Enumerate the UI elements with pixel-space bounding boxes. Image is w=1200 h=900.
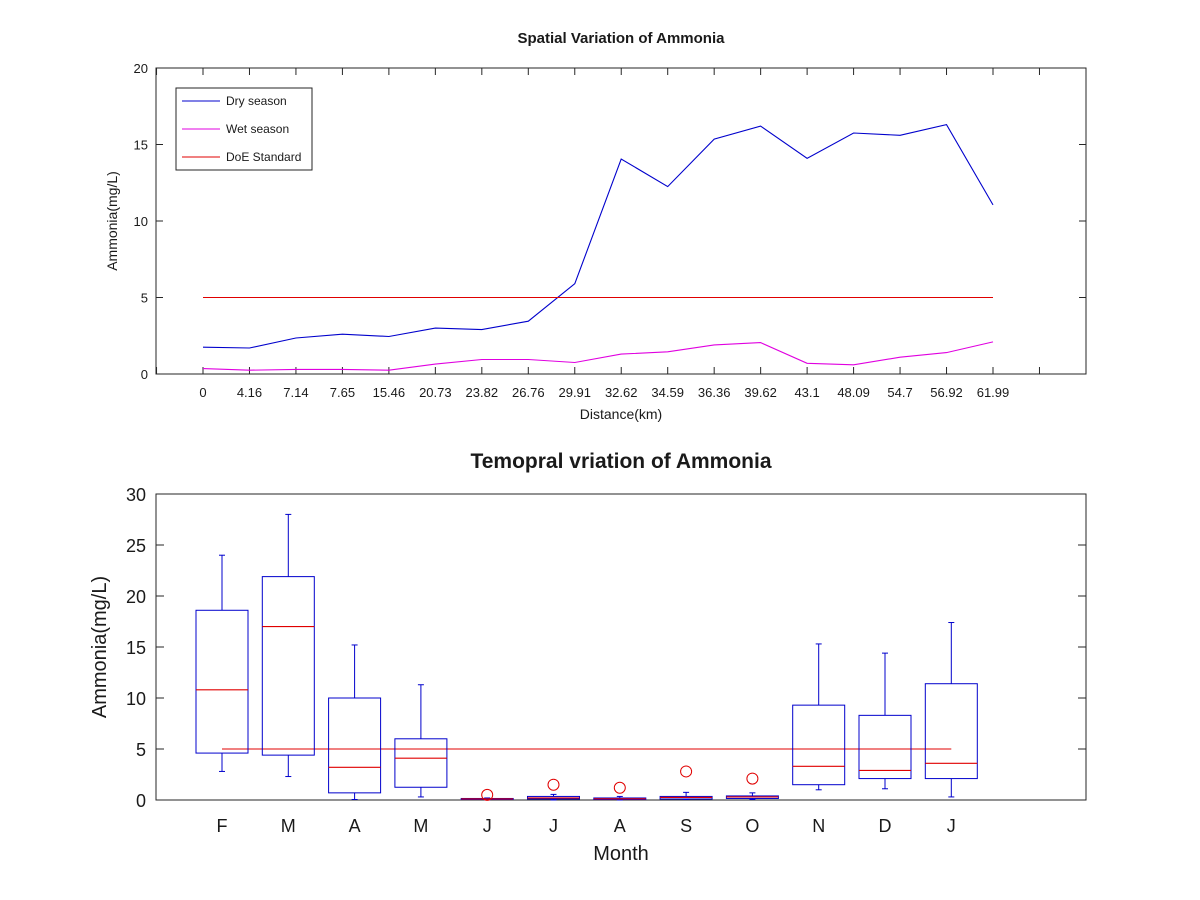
chart2-x-label: Month: [593, 843, 649, 865]
chart1-y-tick-label: 10: [134, 214, 148, 229]
chart2-x-tick-label: S: [680, 816, 692, 836]
chart1-x-tick-label: 39.62: [744, 385, 777, 400]
chart1-x-tick-label: 61.99: [977, 385, 1010, 400]
chart2-box: [261, 576, 315, 756]
chart1-x-axis: 0 4.16 7.14 7.65 15.46 20.73 23.82 26.76 29.91 32…: [156, 68, 1040, 400]
chart1-legend-label: DoE Standard: [226, 150, 301, 164]
chart2-x-tick-label: D: [879, 816, 892, 836]
chart1-x-tick-label: 4.16: [237, 385, 262, 400]
chart1-x-tick-label: 7.14: [283, 385, 308, 400]
chart2-boxes: [195, 513, 978, 801]
chart1-series-line: [202, 341, 994, 371]
chart1-y-label: Ammonia(mg/L): [104, 171, 120, 271]
chart2-y-tick-label: 15: [126, 638, 146, 658]
chart2-y-tick-label: 30: [126, 485, 146, 505]
chart2-box-group: [659, 765, 713, 800]
chart1-x-tick-label: 32.62: [605, 385, 638, 400]
chart2-outlier: [481, 788, 494, 801]
chart2-box: [195, 609, 249, 754]
chart1-x-tick-label: 29.91: [558, 385, 591, 400]
chart1-x-tick-label: 54.7: [887, 385, 912, 400]
chart1-x-tick-label: 15.46: [373, 385, 406, 400]
chart2-box-group: [792, 643, 846, 791]
chart2-x-tick-label: A: [614, 816, 626, 836]
chart2-box-group: [527, 778, 580, 801]
chart2-y-label: Ammonia(mg/L): [89, 576, 111, 718]
chart2-box-group: [261, 513, 315, 778]
spatial-line-chart: Spatial Variation of Ammonia 0 5 10 15 20 0 4…: [104, 30, 1087, 422]
chart2-box: [858, 714, 912, 780]
chart2-box-group: [394, 684, 448, 798]
chart2-y-tick-label: 5: [136, 740, 146, 760]
chart1-legend-label: Dry season: [226, 94, 287, 108]
chart2-box-group: [328, 644, 382, 800]
chart1-x-tick-label: 43.1: [794, 385, 819, 400]
chart2-x-tick-label: M: [281, 816, 296, 836]
chart1-y-tick-label: 0: [141, 367, 148, 382]
chart2-y-tick-label: 20: [126, 587, 146, 607]
chart1-x-tick-label: 20.73: [419, 385, 452, 400]
chart2-box-group: [195, 554, 249, 772]
chart2-x-tick-label: J: [483, 816, 492, 836]
chart1-x-tick-label: 36.36: [698, 385, 731, 400]
chart1-x-label: Distance(km): [580, 406, 662, 422]
temporal-box-chart: Temopral vriation of Ammonia 0 5 10 15 20 25 3…: [89, 450, 1087, 865]
chart2-y-axis: 0 5 10 15 20 25 30: [126, 485, 1086, 811]
chart2-y-tick-label: 25: [126, 536, 146, 556]
chart1-title: Spatial Variation of Ammonia: [518, 30, 726, 47]
chart2-outlier: [746, 772, 759, 785]
chart1-x-tick-label: 48.09: [837, 385, 870, 400]
chart2-box-group: [858, 652, 912, 790]
chart2-box-group: [593, 781, 647, 801]
chart2-outlier: [680, 765, 693, 778]
chart1-legend-label: Wet season: [226, 122, 289, 136]
chart1-x-tick-label: 7.65: [330, 385, 355, 400]
chart2-x-tick-label: J: [947, 816, 956, 836]
chart2-x-tick-label: M: [413, 816, 428, 836]
chart2-x-tick-label: F: [217, 816, 228, 836]
chart1-x-tick-label: 26.76: [512, 385, 545, 400]
chart2-outlier: [613, 781, 626, 794]
chart2-x-tick-label: O: [745, 816, 759, 836]
chart2-box: [924, 683, 978, 780]
chart2-x-tick-label: J: [549, 816, 558, 836]
chart1-x-tick-label: 34.59: [651, 385, 684, 400]
chart2-x-tick-label: N: [812, 816, 825, 836]
chart1-y-tick-label: 20: [134, 61, 148, 76]
chart1-x-tick-label: 56.92: [930, 385, 963, 400]
chart2-axes-box: [155, 493, 1087, 801]
chart2-x-tick-label: A: [349, 816, 361, 836]
chart1-legend: Dry season Wet season DoE Standard: [175, 87, 313, 171]
chart2-y-tick-label: 0: [136, 791, 146, 811]
chart1-x-tick-label: 0: [199, 385, 206, 400]
chart1-series: [202, 123, 994, 371]
chart2-y-tick-label: 10: [126, 689, 146, 709]
chart2-box-group: [725, 772, 779, 800]
chart2-outlier: [547, 778, 560, 791]
chart2-box-group: [460, 788, 514, 801]
chart2-box: [792, 704, 846, 786]
chart1-y-tick-label: 15: [134, 138, 148, 153]
chart2-box-group: [924, 622, 978, 798]
chart2-title: Temopral vriation of Ammonia: [470, 450, 771, 473]
chart1-x-tick-label: 23.82: [466, 385, 499, 400]
chart2-box: [328, 697, 382, 794]
chart2-box: [394, 738, 448, 788]
chart1-y-tick-label: 5: [141, 291, 148, 306]
chart1-y-axis: 0 5 10 15 20: [134, 61, 1086, 382]
chart1-series-line: [202, 123, 994, 349]
